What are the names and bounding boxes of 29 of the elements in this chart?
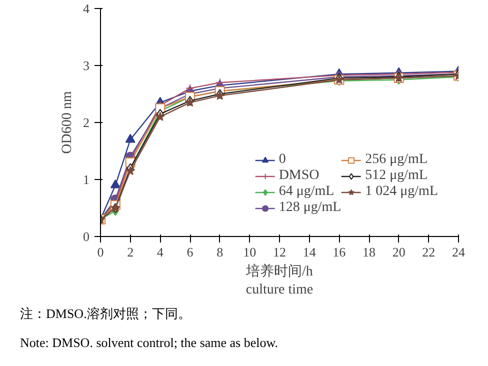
x-tick-label: 6: [186, 244, 194, 260]
legend-label: 64 μg/mL: [278, 184, 334, 200]
x-tick-label: 16: [332, 244, 346, 260]
x-axis-title: 培养时间/h culture time: [245, 264, 314, 298]
y-tick-label: 4: [83, 1, 90, 16]
y-axis-title: OD600 nm: [60, 91, 75, 154]
y-tick-label: 2: [83, 115, 90, 130]
x-tick-label: 22: [422, 244, 436, 260]
x-tick-label: 12: [273, 244, 286, 260]
x-tick-label: 20: [392, 244, 406, 260]
y-tick-label: 3: [83, 58, 90, 73]
x-tick-label: 14: [302, 244, 316, 260]
legend-label: 256 μg/mL: [365, 152, 428, 168]
legend-label: 1 024 μg/mL: [365, 184, 438, 200]
x-tick-label: 2: [127, 244, 134, 260]
legend-label: DMSO: [278, 168, 320, 184]
y-tick-label: 0: [83, 229, 90, 244]
x-tick-label: 8: [216, 244, 224, 260]
legend-label: 0: [278, 152, 287, 168]
legend-label: 512 μg/mL: [365, 168, 428, 184]
x-tick-label: 18: [362, 244, 376, 260]
x-tick-label: 0: [97, 244, 104, 260]
legend-label: 128 μg/mL: [278, 200, 342, 216]
x-tick-label: 10: [243, 244, 256, 260]
x-tick-label: 24: [452, 244, 466, 260]
text: 注：DMSO.溶剂对照；下同。: [20, 305, 191, 323]
x-tick-label: 4: [156, 244, 164, 260]
text: Note: DMSO. solvent control; the same as below.: [20, 334, 278, 352]
y-tick-label: 1: [83, 172, 90, 187]
